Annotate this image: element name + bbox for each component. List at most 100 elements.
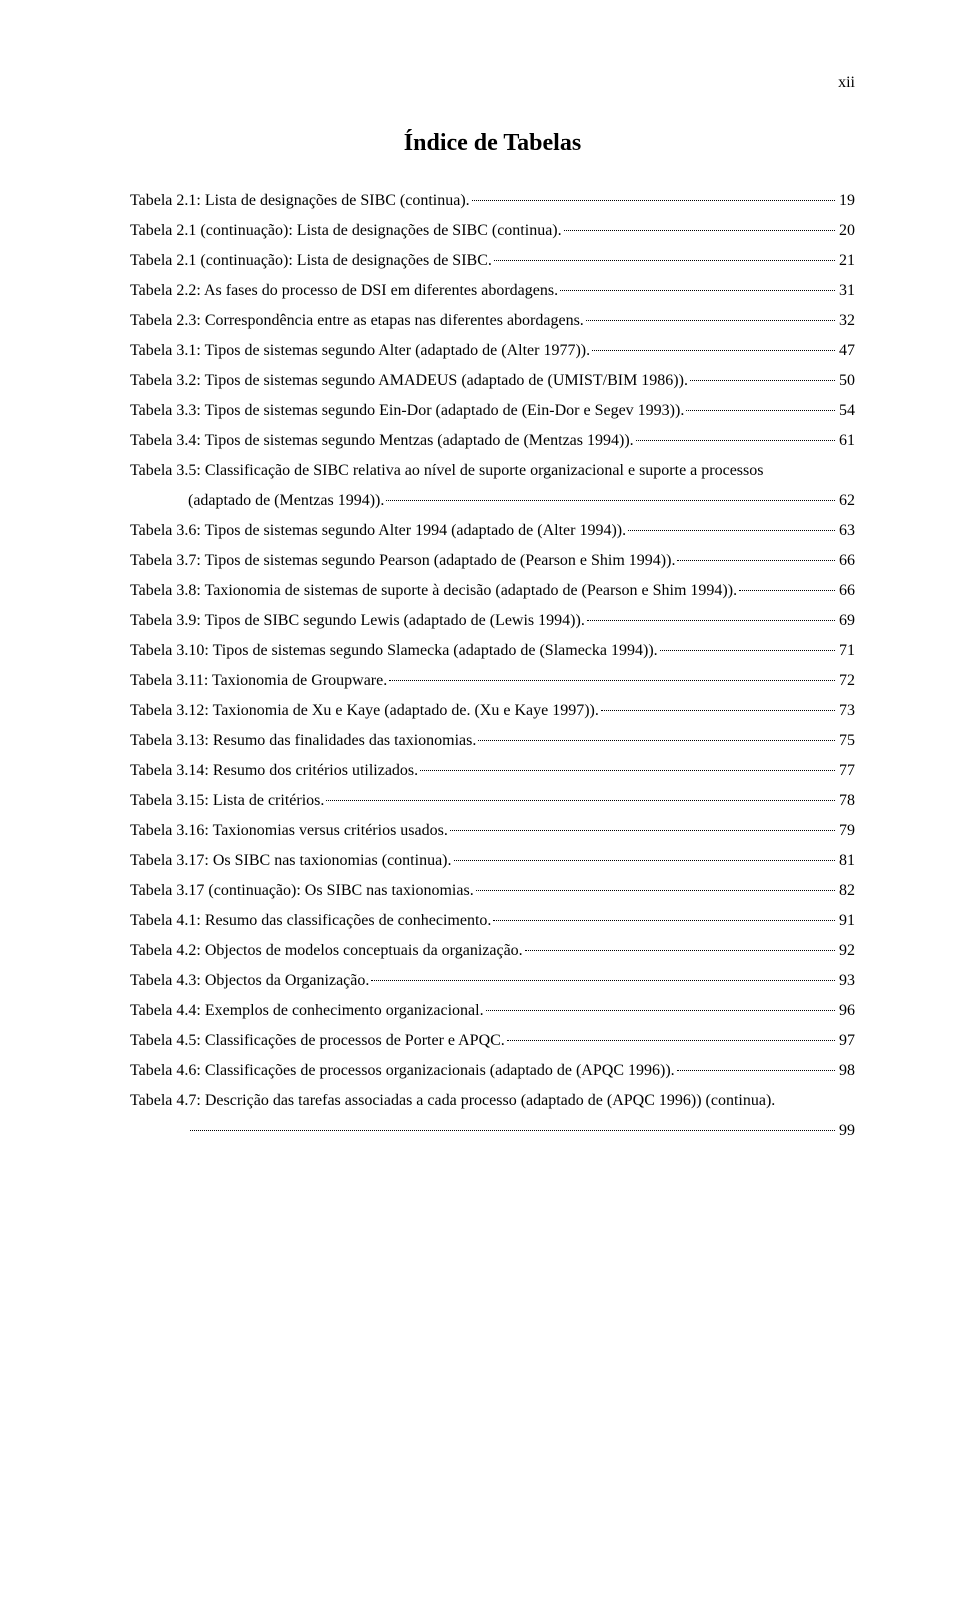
toc-entry-text: Tabela 2.1 (continuação): Lista de desig… — [130, 223, 562, 239]
toc-entry-page: 81 — [839, 853, 855, 869]
toc-entry-text: Tabela 3.12: Taxionomia de Xu e Kaye (ad… — [130, 703, 599, 719]
toc-entry: Tabela 3.16: Taxionomias versus critério… — [130, 823, 855, 839]
toc-entry: Tabela 3.15: Lista de critérios. 78 — [130, 793, 855, 809]
leader-dots — [450, 830, 835, 831]
toc-entry-text: Tabela 3.8: Taxionomia de sistemas de su… — [130, 583, 737, 599]
toc-entry: Tabela 3.10: Tipos de sistemas segundo S… — [130, 643, 855, 659]
toc-entry-page: 69 — [839, 613, 855, 629]
toc-entry-page: 63 — [839, 523, 855, 539]
toc-entry: Tabela 4.6: Classificações de processos … — [130, 1063, 855, 1079]
toc-entry-page: 50 — [839, 373, 855, 389]
toc-entry: Tabela 2.1 (continuação): Lista de desig… — [130, 223, 855, 239]
toc-entry: 99 — [130, 1123, 855, 1139]
toc-entry-page: 62 — [839, 493, 855, 509]
toc-entry-page: 61 — [839, 433, 855, 449]
leader-dots — [690, 380, 835, 381]
toc-entry-page: 98 — [839, 1063, 855, 1079]
toc-entry: Tabela 4.7: Descrição das tarefas associ… — [130, 1093, 855, 1109]
toc-entry-text: Tabela 3.4: Tipos de sistemas segundo Me… — [130, 433, 634, 449]
toc-entry: Tabela 3.17 (continuação): Os SIBC nas t… — [130, 883, 855, 899]
toc-entry: Tabela 3.13: Resumo das finalidades das … — [130, 733, 855, 749]
toc-entry-text: Tabela 4.2: Objectos de modelos conceptu… — [130, 943, 523, 959]
toc-entry-text: Tabela 2.2: As fases do processo de DSI … — [130, 283, 558, 299]
leader-dots — [660, 650, 835, 651]
toc-entry: Tabela 2.2: As fases do processo de DSI … — [130, 283, 855, 299]
toc-entry-page: 82 — [839, 883, 855, 899]
leader-dots — [478, 740, 835, 741]
toc-entry-text: Tabela 3.5: Classificação de SIBC relati… — [130, 463, 763, 479]
leader-dots — [454, 860, 836, 861]
toc-entry-page: 73 — [839, 703, 855, 719]
toc-entry-page: 72 — [839, 673, 855, 689]
toc-entry-text: Tabela 4.7: Descrição das tarefas associ… — [130, 1093, 775, 1109]
page-number: xii — [130, 75, 855, 91]
toc-entry-page: 21 — [839, 253, 855, 269]
leader-dots — [486, 1010, 835, 1011]
toc-list: Tabela 2.1: Lista de designações de SIBC… — [130, 193, 855, 1139]
toc-entry-text: Tabela 3.17: Os SIBC nas taxionomias (co… — [130, 853, 452, 869]
toc-entry: Tabela 4.2: Objectos de modelos conceptu… — [130, 943, 855, 959]
toc-entry: Tabela 3.9: Tipos de SIBC segundo Lewis … — [130, 613, 855, 629]
toc-entry-text: Tabela 4.1: Resumo das classificações de… — [130, 913, 491, 929]
toc-entry-page: 97 — [839, 1033, 855, 1049]
toc-entry-text: Tabela 3.6: Tipos de sistemas segundo Al… — [130, 523, 626, 539]
toc-entry: (adaptado de (Mentzas 1994)). 62 — [130, 493, 855, 509]
toc-entry: Tabela 3.7: Tipos de sistemas segundo Pe… — [130, 553, 855, 569]
toc-entry-page: 31 — [839, 283, 855, 299]
leader-dots — [190, 1130, 835, 1131]
toc-entry-page: 77 — [839, 763, 855, 779]
toc-entry-text: Tabela 3.15: Lista de critérios. — [130, 793, 324, 809]
toc-entry-page: 19 — [839, 193, 855, 209]
leader-dots — [476, 890, 835, 891]
toc-entry-text: Tabela 3.3: Tipos de sistemas segundo Ei… — [130, 403, 684, 419]
toc-entry: Tabela 3.8: Taxionomia de sistemas de su… — [130, 583, 855, 599]
toc-entry-text: Tabela 3.1: Tipos de sistemas segundo Al… — [130, 343, 590, 359]
toc-entry-text: Tabela 2.1: Lista de designações de SIBC… — [130, 193, 470, 209]
toc-entry-text: (adaptado de (Mentzas 1994)). — [188, 493, 384, 509]
toc-entry: Tabela 4.3: Objectos da Organização. 93 — [130, 973, 855, 989]
toc-entry-page: 75 — [839, 733, 855, 749]
toc-entry-text: Tabela 4.4: Exemplos de conhecimento org… — [130, 1003, 484, 1019]
leader-dots — [560, 290, 835, 291]
leader-dots — [739, 590, 835, 591]
toc-entry-page: 93 — [839, 973, 855, 989]
toc-entry: Tabela 2.3: Correspondência entre as eta… — [130, 313, 855, 329]
leader-dots — [677, 560, 835, 561]
leader-dots — [686, 410, 835, 411]
toc-entry: Tabela 3.3: Tipos de sistemas segundo Ei… — [130, 403, 855, 419]
leader-dots — [586, 320, 835, 321]
toc-entry: Tabela 4.1: Resumo das classificações de… — [130, 913, 855, 929]
leader-dots — [493, 920, 835, 921]
toc-entry-page: 71 — [839, 643, 855, 659]
toc-entry-page: 96 — [839, 1003, 855, 1019]
toc-entry-page: 66 — [839, 553, 855, 569]
toc-entry: Tabela 4.5: Classificações de processos … — [130, 1033, 855, 1049]
leader-dots — [677, 1070, 835, 1071]
toc-entry-text: Tabela 3.2: Tipos de sistemas segundo AM… — [130, 373, 688, 389]
leader-dots — [371, 980, 835, 981]
toc-entry-text: Tabela 4.6: Classificações de processos … — [130, 1063, 675, 1079]
toc-entry-text: Tabela 2.3: Correspondência entre as eta… — [130, 313, 584, 329]
toc-entry: Tabela 3.2: Tipos de sistemas segundo AM… — [130, 373, 855, 389]
leader-dots — [601, 710, 835, 711]
toc-entry: Tabela 3.4: Tipos de sistemas segundo Me… — [130, 433, 855, 449]
leader-dots — [507, 1040, 835, 1041]
leader-dots — [326, 800, 835, 801]
toc-entry-page: 91 — [839, 913, 855, 929]
toc-entry: Tabela 3.11: Taxionomia de Groupware.72 — [130, 673, 855, 689]
toc-entry-page: 79 — [839, 823, 855, 839]
leader-dots — [587, 620, 835, 621]
leader-dots — [389, 680, 835, 681]
toc-entry-text: Tabela 4.3: Objectos da Organização. — [130, 973, 369, 989]
toc-entry-page: 78 — [839, 793, 855, 809]
toc-entry: Tabela 3.14: Resumo dos critérios utiliz… — [130, 763, 855, 779]
toc-entry-text: Tabela 3.17 (continuação): Os SIBC nas t… — [130, 883, 474, 899]
toc-title: Índice de Tabelas — [130, 131, 855, 155]
toc-entry: Tabela 4.4: Exemplos de conhecimento org… — [130, 1003, 855, 1019]
leader-dots — [592, 350, 835, 351]
leader-dots — [420, 770, 835, 771]
toc-entry: Tabela 3.6: Tipos de sistemas segundo Al… — [130, 523, 855, 539]
toc-entry-page: 99 — [839, 1123, 855, 1139]
leader-dots — [628, 530, 835, 531]
toc-entry-text: Tabela 3.13: Resumo das finalidades das … — [130, 733, 476, 749]
